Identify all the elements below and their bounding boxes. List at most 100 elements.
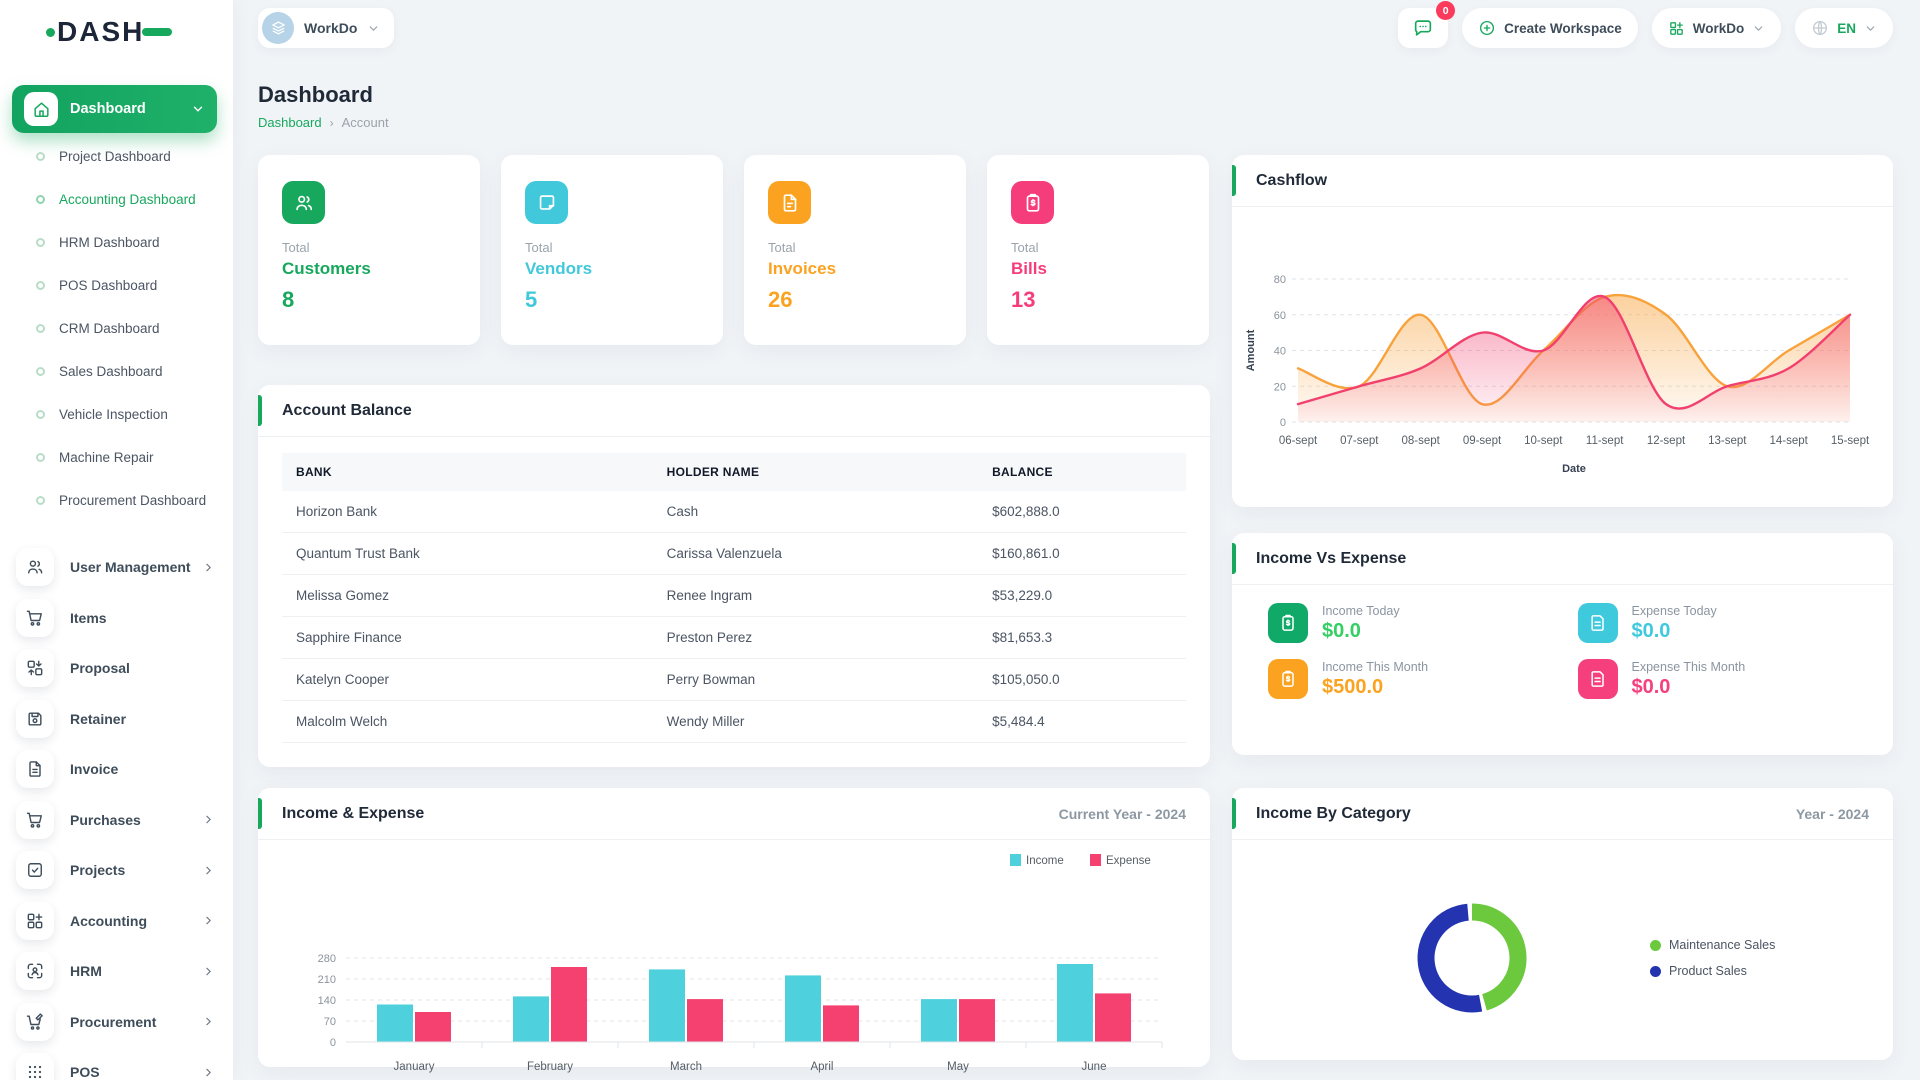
column-header-bank[interactable]: BANK <box>282 453 653 491</box>
dots-grid-icon <box>16 1053 54 1080</box>
sidebar-item-pos-dashboard[interactable]: POS Dashboard <box>0 265 233 308</box>
chevron-right-icon <box>202 561 215 574</box>
sidebar-item-proposal[interactable]: Proposal <box>0 643 233 694</box>
svg-text:60: 60 <box>1273 310 1285 322</box>
legend-item-product-sales[interactable]: Product Sales <box>1650 964 1775 978</box>
svg-text:06-sept: 06-sept <box>1278 435 1317 447</box>
sidebar-item-sales-dashboard[interactable]: Sales Dashboard <box>0 351 233 394</box>
sidebar-item-machine-repair[interactable]: Machine Repair <box>0 437 233 480</box>
cashflow-card: Cashflow 0 20 40 60 80 06-sept 07-sept 08-sept 0… <box>1232 155 1893 507</box>
column-header-balance[interactable]: BALANCE <box>978 453 1186 491</box>
sidebar-item-project-dashboard[interactable]: Project Dashboard <box>0 136 233 179</box>
svg-text:140: 140 <box>318 995 336 1007</box>
sidebar-item-invoice[interactable]: Invoice <box>0 744 233 795</box>
sidebar-item-procurement-dashboard[interactable]: Procurement Dashboard <box>0 480 233 540</box>
card-header: Income Vs Expense <box>1232 533 1893 585</box>
card-title: Income & Expense <box>282 804 425 822</box>
logo-text: DASH <box>57 16 145 47</box>
stat-label: Income Today <box>1322 603 1400 618</box>
stat-top-label: Total <box>768 240 796 255</box>
workspace-switcher[interactable]: WorkDo <box>258 8 395 48</box>
sidebar-item-purchases[interactable]: Purchases <box>0 795 233 846</box>
stat-label: Expense Today <box>1631 603 1717 618</box>
app-menu-button[interactable]: WorkDo <box>1651 8 1782 48</box>
svg-text:14-sept: 14-sept <box>1769 435 1808 447</box>
svg-text:11-sept: 11-sept <box>1585 435 1623 447</box>
stat-label: Vendors <box>525 259 593 278</box>
income-today-stat: Income Today $0.0 <box>1268 603 1548 643</box>
sidebar-item-accounting[interactable]: Accounting <box>0 896 233 947</box>
sidebar-item-vehicle-inspection[interactable]: Vehicle Inspection <box>0 394 233 437</box>
table-row[interactable]: Malcolm Welch Wendy Miller $5,484.4 <box>282 700 1186 743</box>
bullet-icon <box>36 281 45 290</box>
sidebar-item-procurement[interactable]: Procurement <box>0 997 233 1048</box>
page-title: Dashboard <box>258 82 373 107</box>
file-invoice-icon <box>768 181 811 224</box>
table-row[interactable]: Sapphire Finance Preston Perez $81,653.3 <box>282 616 1186 659</box>
card-title: Income Vs Expense <box>1256 549 1407 567</box>
income-by-category-donut <box>1362 858 1582 1058</box>
income-this-month-stat: Income This Month $500.0 <box>1268 659 1548 699</box>
notification-badge: 0 <box>1436 1 1456 20</box>
messages-button[interactable]: 0 <box>1398 1 1456 48</box>
card-title: Account Balance <box>282 401 412 419</box>
brand-logo[interactable]: DASH <box>46 16 173 48</box>
bullet-icon <box>36 195 45 204</box>
svg-text:June: June <box>1082 1061 1107 1073</box>
svg-text:Amount: Amount <box>1245 329 1257 371</box>
sidebar-item-projects[interactable]: Projects <box>0 845 233 896</box>
stat-label: Expense This Month <box>1631 659 1746 674</box>
person-scan-icon <box>16 952 54 991</box>
doc-lines-icon <box>1577 603 1618 643</box>
sidebar-item-crm-dashboard[interactable]: CRM Dashboard <box>0 308 233 351</box>
grid-plus-icon <box>1668 20 1685 37</box>
workspace-avatar <box>262 12 294 44</box>
home-icon <box>24 92 58 126</box>
account-balance-table: BANK HOLDER NAME BALANCE Horizon Bank Cas… <box>282 453 1186 743</box>
svg-text:10-sept: 10-sept <box>1524 435 1563 447</box>
breadcrumb-home-link[interactable]: Dashboard <box>258 115 322 130</box>
legend-dot <box>1650 939 1661 951</box>
bullet-icon <box>36 152 45 161</box>
breadcrumb-current: Account <box>341 115 389 130</box>
svg-text:210: 210 <box>318 974 336 986</box>
logo-dot <box>46 27 55 37</box>
svg-text:40: 40 <box>1273 346 1285 358</box>
stat-value: 13 <box>1011 287 1036 312</box>
chevron-right-icon <box>202 1066 215 1079</box>
sidebar-item-dashboard[interactable]: Dashboard <box>12 85 217 133</box>
sidebar-item-retainer[interactable]: Retainer <box>0 694 233 745</box>
chart-period-label: Year - 2024 <box>1795 805 1869 822</box>
svg-text:08-sept: 08-sept <box>1401 435 1440 447</box>
svg-text:15-sept: 15-sept <box>1830 435 1869 447</box>
cart-icon <box>16 598 54 637</box>
create-workspace-button[interactable]: Create Workspace <box>1462 8 1638 48</box>
table-row[interactable]: Quantum Trust Bank Carissa Valenzuela $160… <box>282 532 1186 575</box>
legend-dot <box>1650 965 1661 977</box>
income-vs-expense-card: Income Vs Expense Income Today $0.0 Expe… <box>1232 533 1893 755</box>
sidebar-item-hrm[interactable]: HRM <box>0 946 233 997</box>
chevron-right-icon <box>202 864 215 877</box>
workspace-name: WorkDo <box>304 20 358 36</box>
sidebar-item-hrm-dashboard[interactable]: HRM Dashboard <box>0 222 233 265</box>
legend-item-maintenance-sales[interactable]: Maintenance Sales <box>1650 938 1775 952</box>
sidebar-item-accounting-dashboard[interactable]: Accounting Dashboard <box>0 179 233 222</box>
table-row[interactable]: Katelyn Cooper Perry Bowman $105,050.0 <box>282 658 1186 701</box>
account-balance-card: Account Balance BANK HOLDER NAME BALANCE… <box>258 385 1210 767</box>
language-button[interactable]: EN <box>1795 8 1893 48</box>
stat-card-bills: Total Bills 13 <box>987 155 1209 345</box>
stat-label: Income This Month <box>1322 659 1429 674</box>
sidebar-item-user-management[interactable]: User Management <box>0 542 233 593</box>
table-row[interactable]: Horizon Bank Cash $602,888.0 <box>282 491 1186 533</box>
sidebar-item-items[interactable]: Items <box>0 593 233 644</box>
sidebar-item-pos[interactable]: POS <box>0 1047 233 1080</box>
sidebar-mainmenu: User Management Items Proposal Retainer … <box>0 542 233 1080</box>
column-header-holder-name[interactable]: HOLDER NAME <box>652 453 979 491</box>
stat-top-label: Total <box>525 240 553 255</box>
table-row[interactable]: Melissa Gomez Renee Ingram $53,229.0 <box>282 574 1186 617</box>
stat-value: $0.0 <box>1322 619 1361 642</box>
chevron-right-icon <box>202 1015 215 1028</box>
breadcrumb-separator: › <box>329 115 334 130</box>
chevron-down-icon <box>1864 22 1877 35</box>
